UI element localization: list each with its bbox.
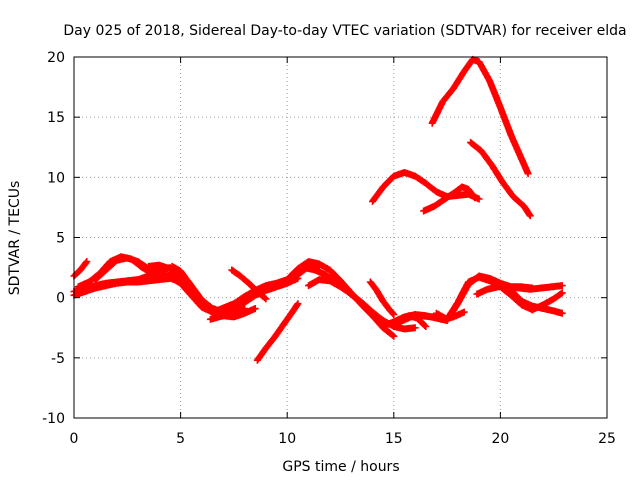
series-track-17: [396, 312, 430, 330]
axis-ticks: 0 5 10 15 20 25 -10 -5 0 5 10 15 20: [42, 50, 616, 447]
y-axis-label: SDTVAR / TECUs: [7, 181, 23, 296]
y-tick-label: 15: [47, 110, 65, 126]
data-marker-trace: [473, 282, 566, 298]
series-track-25: [467, 138, 534, 220]
data-marker-trace: [253, 300, 302, 364]
series-track-10: [228, 266, 270, 303]
series-track-19: [473, 282, 566, 298]
x-tick-label: 15: [385, 431, 403, 447]
x-tick-label: 5: [176, 431, 185, 447]
y-tick-label: 5: [56, 231, 65, 247]
data-marker-trace: [528, 289, 566, 314]
x-tick-label: 10: [278, 431, 296, 447]
chart-title: Day 025 of 2018, Sidereal Day-to-day VTE…: [63, 23, 626, 39]
data-marker-trace: [420, 183, 479, 215]
y-tick-label: 10: [47, 170, 65, 186]
series-track-24: [428, 55, 532, 178]
series-track-11: [253, 300, 302, 364]
data-marker-trace: [467, 138, 534, 220]
x-axis-label: GPS time / hours: [282, 459, 399, 475]
y-tick-label: 20: [47, 50, 65, 66]
data-marker-trace: [396, 312, 430, 330]
y-tick-label: -5: [51, 351, 65, 367]
y-tick-label: -10: [42, 411, 65, 427]
x-tick-label: 0: [70, 431, 79, 447]
series-track-15: [366, 278, 398, 318]
series-track-23: [420, 183, 479, 215]
data-marker-trace: [366, 278, 398, 318]
data-marker-trace: [228, 266, 270, 303]
data-marker-trace: [428, 55, 532, 178]
x-tick-label: 20: [491, 431, 509, 447]
y-tick-label: 0: [56, 291, 65, 307]
data-points: [70, 55, 566, 364]
x-tick-label: 25: [598, 431, 616, 447]
series-track-21: [528, 289, 566, 314]
